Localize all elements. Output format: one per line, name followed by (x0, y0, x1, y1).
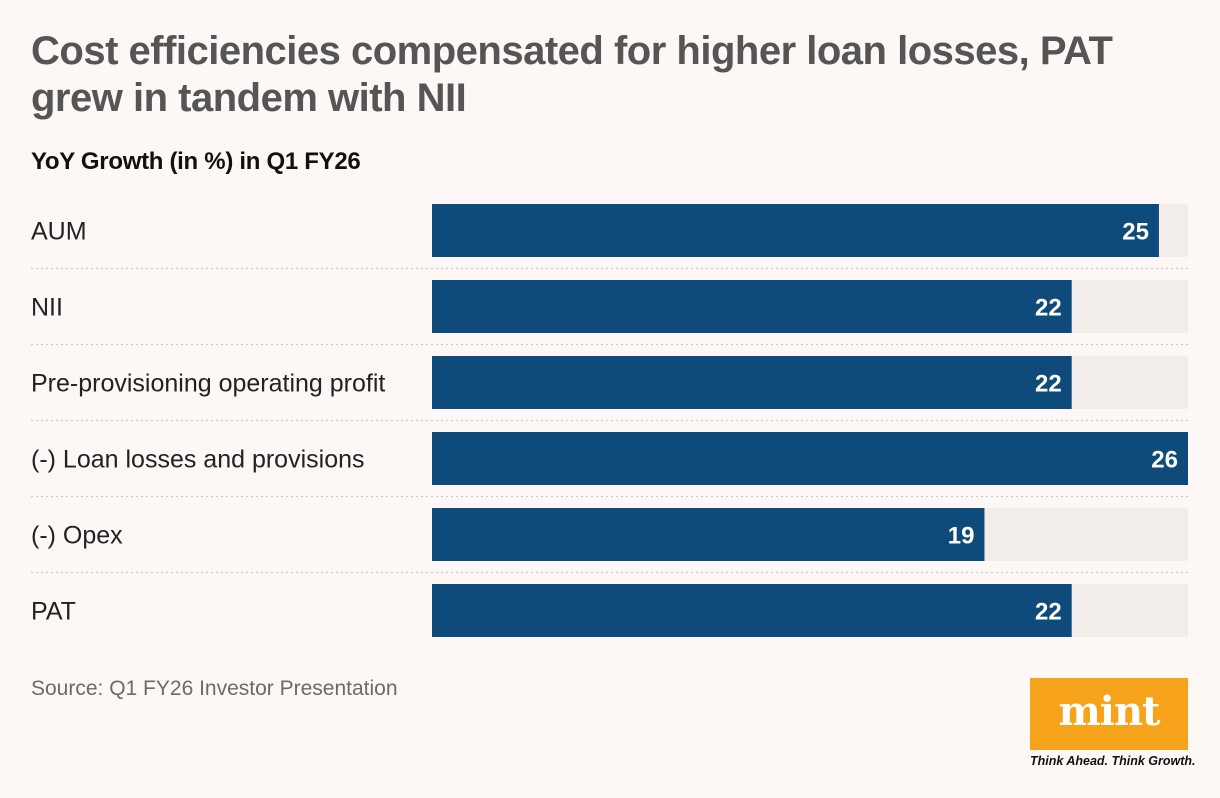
value-label: 19 (948, 523, 975, 550)
category-label: PAT (31, 598, 76, 626)
category-label: Pre-provisioning operating profit (31, 370, 385, 398)
chart-title: Cost efficiencies compensated for higher… (31, 29, 1113, 120)
bar (432, 204, 1159, 257)
bar-chart: AUM 25 NII 22 Pre-provisioning operating pro… (31, 204, 1188, 637)
bar (432, 584, 1072, 637)
category-label: NII (31, 294, 63, 322)
category-label: (-) Opex (31, 522, 123, 550)
value-label: 22 (1035, 599, 1062, 626)
logo-tagline: Think Ahead. Think Growth. (1030, 754, 1196, 768)
mint-logo: mint (1030, 678, 1188, 750)
logo-text: mint (1058, 687, 1160, 735)
value-label: 25 (1122, 219, 1149, 246)
value-label: 26 (1151, 447, 1178, 474)
value-label: 22 (1035, 295, 1062, 322)
category-label: (-) Loan losses and provisions (31, 446, 365, 474)
bar (432, 280, 1072, 333)
source-note: Source: Q1 FY26 Investor Presentation (31, 677, 398, 700)
bar (432, 508, 985, 561)
category-label: AUM (31, 218, 87, 246)
chart-subtitle: YoY Growth (in %) in Q1 FY26 (31, 148, 361, 175)
bar (432, 356, 1072, 409)
value-label: 22 (1035, 371, 1062, 398)
bar (432, 432, 1188, 485)
